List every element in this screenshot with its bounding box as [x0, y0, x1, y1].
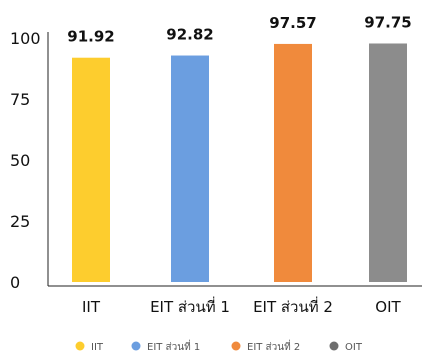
bar: [369, 43, 407, 282]
bars-group: [72, 43, 407, 283]
legend-item: OIT: [329, 341, 363, 353]
x-tick-label: IIT: [82, 298, 101, 316]
bar-value-label: 92.82: [166, 26, 213, 44]
x-tick-label: OIT: [375, 298, 401, 316]
legend-item: IIT: [75, 341, 104, 353]
y-tick-label: 50: [10, 151, 30, 170]
bar: [171, 55, 209, 283]
y-tick-label: 75: [10, 90, 30, 109]
x-axis: IIT EIT ส่วนที่ 1 EIT ส่วนที่ 2 OIT: [48, 285, 422, 316]
legend-label: OIT: [345, 342, 363, 353]
bar: [274, 43, 312, 282]
legend-swatch: [329, 341, 339, 351]
x-tick-label: EIT ส่วนที่ 2: [253, 296, 333, 316]
bar-value-label: 97.75: [364, 13, 411, 31]
legend-swatch: [75, 341, 85, 351]
x-tick-label: EIT ส่วนที่ 1: [150, 296, 230, 316]
legend-swatch: [131, 341, 141, 351]
legend-swatch: [231, 341, 241, 351]
bar: [72, 57, 110, 283]
data-labels-group: 91.92 92.82 97.57 97.75: [67, 13, 411, 45]
y-axis: 0 25 50 75 100: [10, 29, 49, 292]
legend: IIT EIT ส่วนที่ 1 EIT ส่วนที่ 2 OIT: [75, 339, 363, 353]
legend-label: IIT: [91, 342, 104, 353]
legend-item: EIT ส่วนที่ 1: [131, 339, 200, 353]
y-tick-label: 100: [10, 29, 41, 48]
legend-item: EIT ส่วนที่ 2: [231, 339, 300, 353]
y-tick-label: 25: [10, 212, 30, 231]
y-tick-label: 0: [10, 273, 20, 292]
legend-label: EIT ส่วนที่ 1: [147, 339, 200, 353]
bar-value-label: 91.92: [67, 28, 114, 46]
bar-value-label: 97.57: [269, 14, 316, 32]
legend-label: EIT ส่วนที่ 2: [247, 339, 300, 353]
